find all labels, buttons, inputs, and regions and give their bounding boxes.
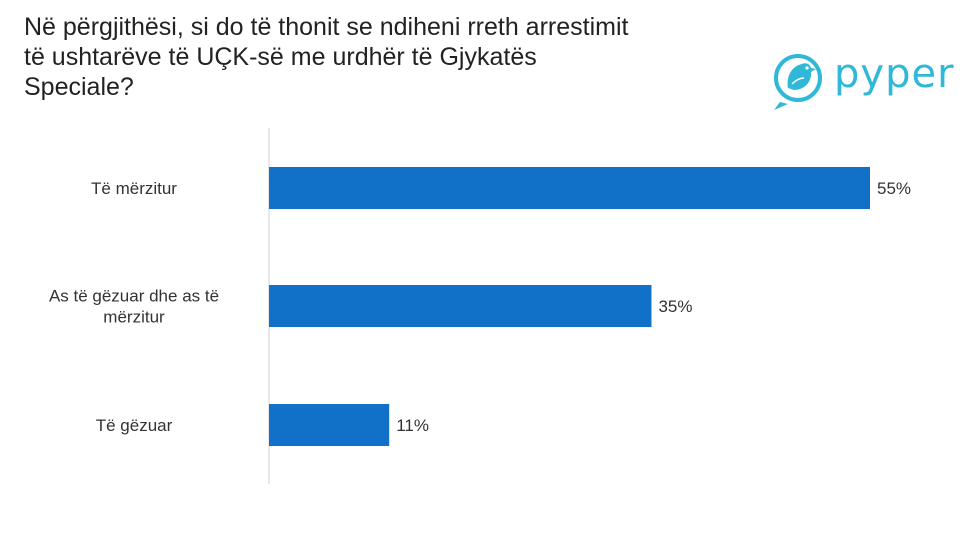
- brand-name: pyper: [834, 51, 955, 97]
- category-label-1: As të gëzuar dhe as të mërzitur: [49, 287, 219, 327]
- value-labels: 55% 35% 11%: [396, 179, 911, 435]
- bar-1: [269, 285, 652, 327]
- pyper-logo: pyper: [766, 44, 956, 114]
- category-label-2: Të gëzuar: [96, 416, 173, 435]
- value-label-1: 35%: [658, 297, 692, 316]
- bar-2: [269, 404, 390, 446]
- bird-icon: [774, 54, 822, 110]
- category-labels: Të mërzitur As të gëzuar dhe as të mërzitu…: [49, 179, 219, 435]
- value-label-0: 55%: [877, 179, 911, 198]
- bar-0: [269, 167, 870, 209]
- value-label-2: 11%: [396, 416, 429, 435]
- bar-series: [269, 167, 870, 446]
- chart-title: Në përgjithësi, si do të thonit se ndihe…: [24, 13, 629, 101]
- category-label-0: Të mërzitur: [91, 179, 177, 198]
